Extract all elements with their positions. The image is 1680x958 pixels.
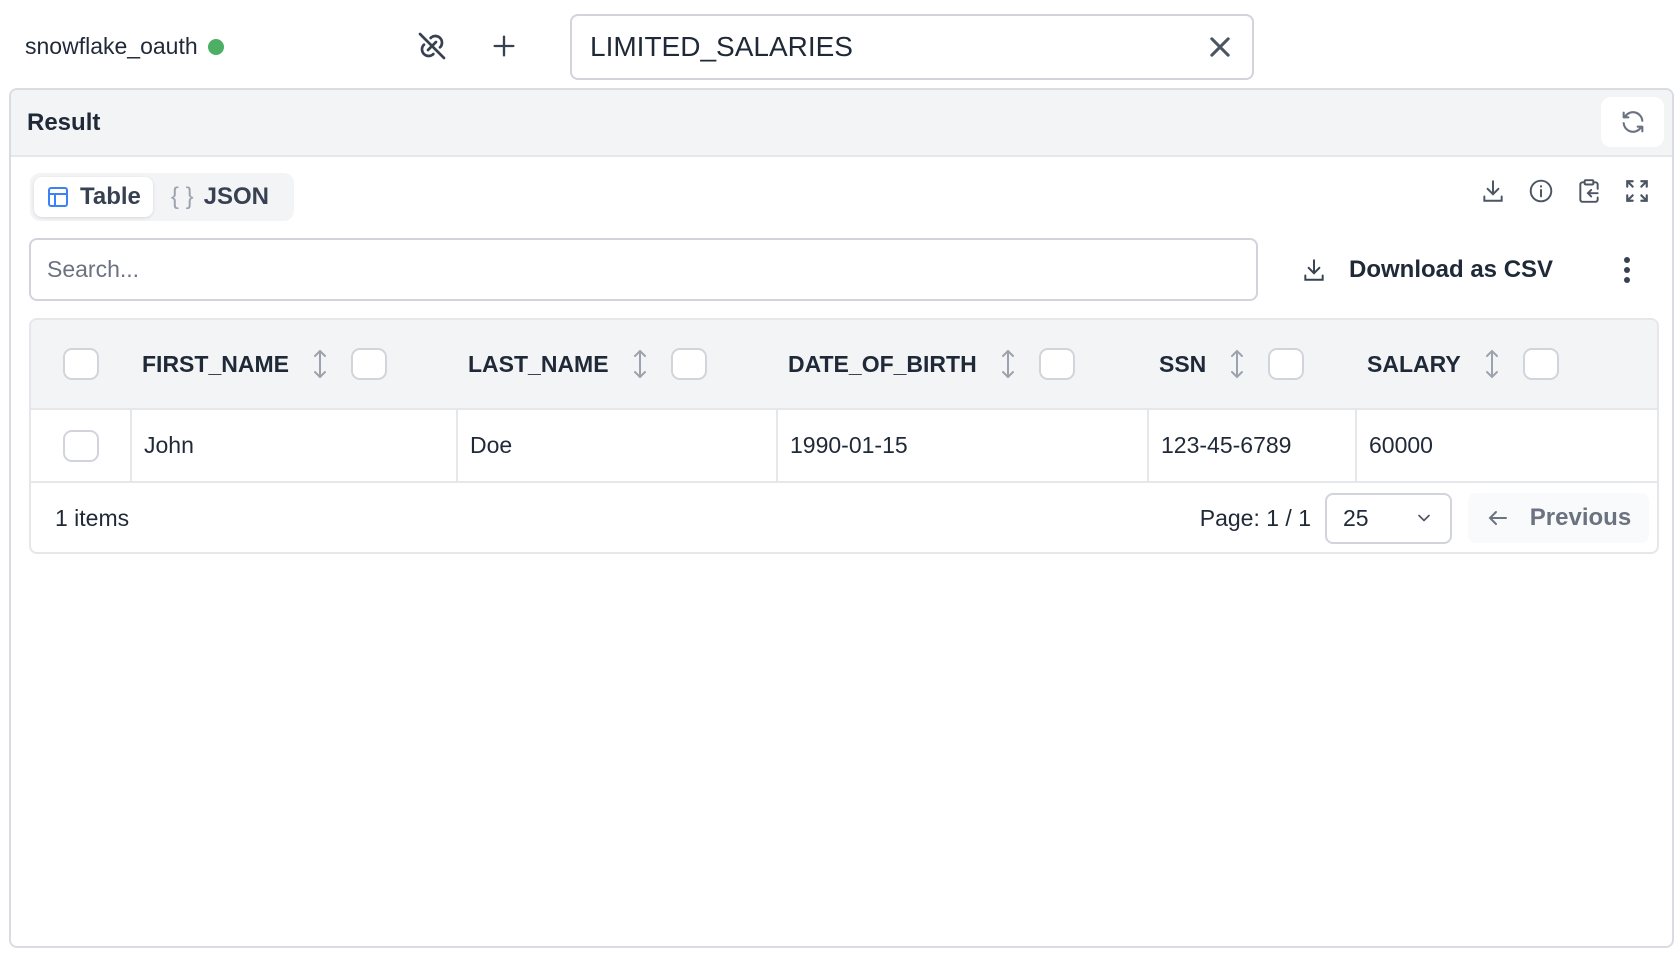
- page-indicator: Page: 1 / 1: [1199, 504, 1311, 531]
- sort-icon[interactable]: [311, 348, 329, 380]
- refresh-icon: [1622, 111, 1643, 133]
- panel-actions: [1480, 178, 1650, 204]
- results-table: FIRST_NAME LAST_NAME DATE_OF_BIRTH SSN SALAR…: [29, 318, 1659, 554]
- column-header-last-name[interactable]: LAST_NAME: [456, 320, 776, 408]
- panel-title: Result: [27, 108, 101, 136]
- previous-label: Previous: [1529, 504, 1632, 531]
- column-header-first-name[interactable]: FIRST_NAME: [130, 320, 456, 408]
- status-dot: [207, 38, 224, 55]
- search-input[interactable]: [29, 238, 1258, 301]
- sort-icon[interactable]: [1483, 348, 1501, 380]
- view-tabs: Table { } JSON: [30, 173, 294, 221]
- row-select-cell: [31, 410, 130, 481]
- column-label: LAST_NAME: [468, 350, 609, 377]
- table-footer: 1 items Page: 1 / 1 25 Previous: [31, 483, 1657, 552]
- select-all-checkbox[interactable]: [62, 348, 99, 380]
- query-name: LIMITED_SALARIES: [590, 31, 853, 62]
- more-options-button[interactable]: [1615, 245, 1639, 295]
- column-header-date-of-birth[interactable]: DATE_OF_BIRTH: [776, 320, 1147, 408]
- sort-icon[interactable]: [631, 348, 649, 380]
- table-header: FIRST_NAME LAST_NAME DATE_OF_BIRTH SSN SALAR…: [31, 320, 1657, 410]
- connection-name: snowflake_oauth: [25, 33, 198, 59]
- tab-label: Table: [80, 183, 141, 210]
- close-icon[interactable]: [1206, 33, 1234, 61]
- download-icon[interactable]: [1480, 178, 1506, 204]
- column-header-salary[interactable]: SALARY: [1355, 320, 1657, 408]
- previous-button[interactable]: Previous: [1468, 493, 1649, 543]
- cell-salary: 60000: [1355, 410, 1657, 481]
- tab-label: JSON: [203, 183, 269, 210]
- result-panel: Result Table { } JSON Download as CSV FI…: [9, 88, 1674, 948]
- kebab-icon: [1624, 257, 1630, 283]
- cell-date-of-birth: 1990-01-15: [776, 410, 1147, 481]
- clipboard-icon[interactable]: [1576, 178, 1602, 204]
- download-icon: [1304, 259, 1324, 281]
- column-checkbox[interactable]: [350, 348, 387, 380]
- cell-ssn: 123-45-6789: [1147, 410, 1355, 481]
- column-label: FIRST_NAME: [142, 350, 289, 377]
- tab-table[interactable]: Table: [34, 177, 153, 217]
- item-count: 1 items: [55, 504, 130, 531]
- table-icon: [48, 187, 68, 207]
- query-tab-input[interactable]: LIMITED_SALARIES: [570, 14, 1254, 80]
- link-off-icon: [418, 32, 446, 60]
- sort-icon[interactable]: [999, 348, 1017, 380]
- info-icon[interactable]: [1528, 178, 1554, 204]
- braces-icon: { }: [170, 183, 194, 210]
- download-csv-button[interactable]: Download as CSV: [1301, 247, 1553, 293]
- row-checkbox[interactable]: [62, 429, 99, 462]
- sort-icon[interactable]: [1228, 348, 1246, 380]
- column-header-ssn[interactable]: SSN: [1147, 320, 1355, 408]
- column-checkbox[interactable]: [670, 348, 707, 380]
- page-size-value: 25: [1343, 504, 1369, 531]
- column-label: DATE_OF_BIRTH: [788, 350, 977, 377]
- column-label: SSN: [1159, 350, 1207, 377]
- header-select-cell: [31, 320, 130, 408]
- unlink-button[interactable]: [414, 28, 450, 64]
- column-label: SALARY: [1367, 350, 1461, 377]
- cell-last-name: Doe: [456, 410, 776, 481]
- chevron-down-icon: [1418, 514, 1430, 522]
- arrow-left-icon: [1488, 511, 1507, 525]
- plus-icon: [493, 35, 515, 57]
- tab-json[interactable]: { } JSON: [159, 177, 281, 217]
- result-header: Result: [11, 90, 1672, 157]
- expand-icon[interactable]: [1624, 178, 1650, 204]
- column-checkbox[interactable]: [1268, 348, 1305, 380]
- column-checkbox[interactable]: [1522, 348, 1559, 380]
- connection-indicator: snowflake_oauth: [25, 33, 224, 60]
- cell-first-name: John: [130, 410, 456, 481]
- column-checkbox[interactable]: [1038, 348, 1075, 380]
- page-size-select[interactable]: 25: [1325, 492, 1452, 544]
- refresh-button[interactable]: [1601, 97, 1664, 147]
- add-button[interactable]: [486, 28, 522, 64]
- download-csv-label: Download as CSV: [1349, 256, 1554, 283]
- table-row: John Doe 1990-01-15 123-45-6789 60000: [31, 410, 1657, 483]
